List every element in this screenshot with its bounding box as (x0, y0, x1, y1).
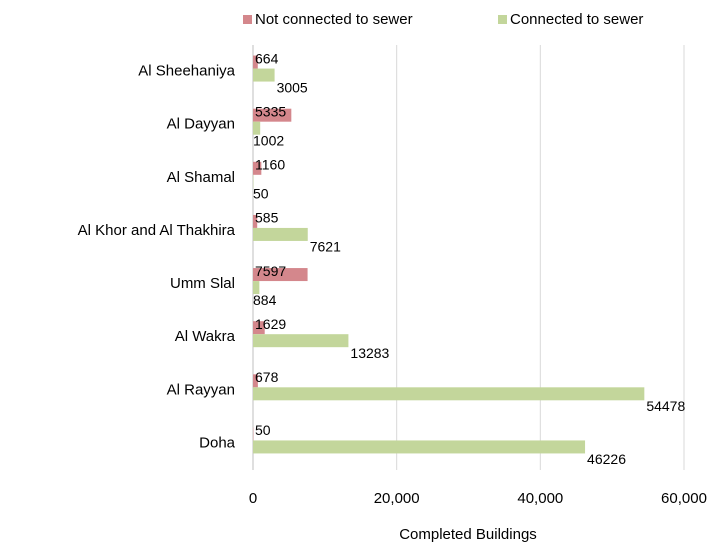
x-axis-label: Completed Buildings (399, 526, 537, 543)
legend-label: Connected to sewer (510, 11, 643, 28)
data-label: 3005 (277, 79, 308, 95)
data-label: 7597 (255, 263, 286, 279)
x-tick-label: 0 (249, 490, 257, 507)
y-tick-label: Doha (199, 434, 236, 451)
data-label: 5335 (255, 103, 286, 119)
y-tick-label: Al Rayyan (167, 381, 235, 398)
bar (253, 108, 292, 122)
data-label: 1002 (253, 132, 284, 148)
bar (253, 321, 265, 335)
bar (253, 55, 258, 69)
data-label: 7621 (310, 239, 341, 255)
legend-swatch (243, 15, 252, 24)
data-label: 884 (253, 292, 277, 308)
bar (253, 161, 262, 175)
data-label: 46226 (587, 451, 626, 467)
x-tick-label: 20,000 (374, 490, 420, 507)
data-label: 664 (255, 50, 279, 66)
bar (253, 440, 586, 454)
bar (253, 387, 645, 401)
data-label: 50 (253, 186, 269, 202)
data-label: 1160 (255, 157, 285, 173)
x-tick-label: 60,000 (661, 490, 707, 507)
data-label: 585 (255, 210, 279, 226)
bar (253, 227, 308, 241)
y-tick-label: Al Wakra (175, 328, 236, 345)
bar (253, 268, 308, 282)
y-tick-label: Umm Slal (170, 275, 235, 292)
bar (253, 334, 349, 348)
bar (253, 121, 261, 135)
data-label: 50 (255, 422, 271, 438)
y-tick-label: Al Khor and Al Thakhira (78, 222, 236, 239)
bar (253, 374, 258, 388)
x-tick-label: 40,000 (517, 490, 563, 507)
data-label: 1629 (255, 316, 286, 332)
y-tick-label: Al Sheehaniya (138, 63, 235, 80)
data-label: 54478 (646, 398, 685, 414)
data-label: 678 (255, 369, 279, 385)
legend-label: Not connected to sewer (255, 11, 413, 28)
y-tick-label: Al Dayyan (167, 116, 235, 133)
bar (253, 68, 275, 82)
y-tick-label: Al Shamal (167, 169, 235, 186)
data-label: 13283 (350, 345, 389, 361)
bar (253, 214, 258, 228)
bar (253, 281, 260, 295)
legend-swatch (498, 15, 507, 24)
